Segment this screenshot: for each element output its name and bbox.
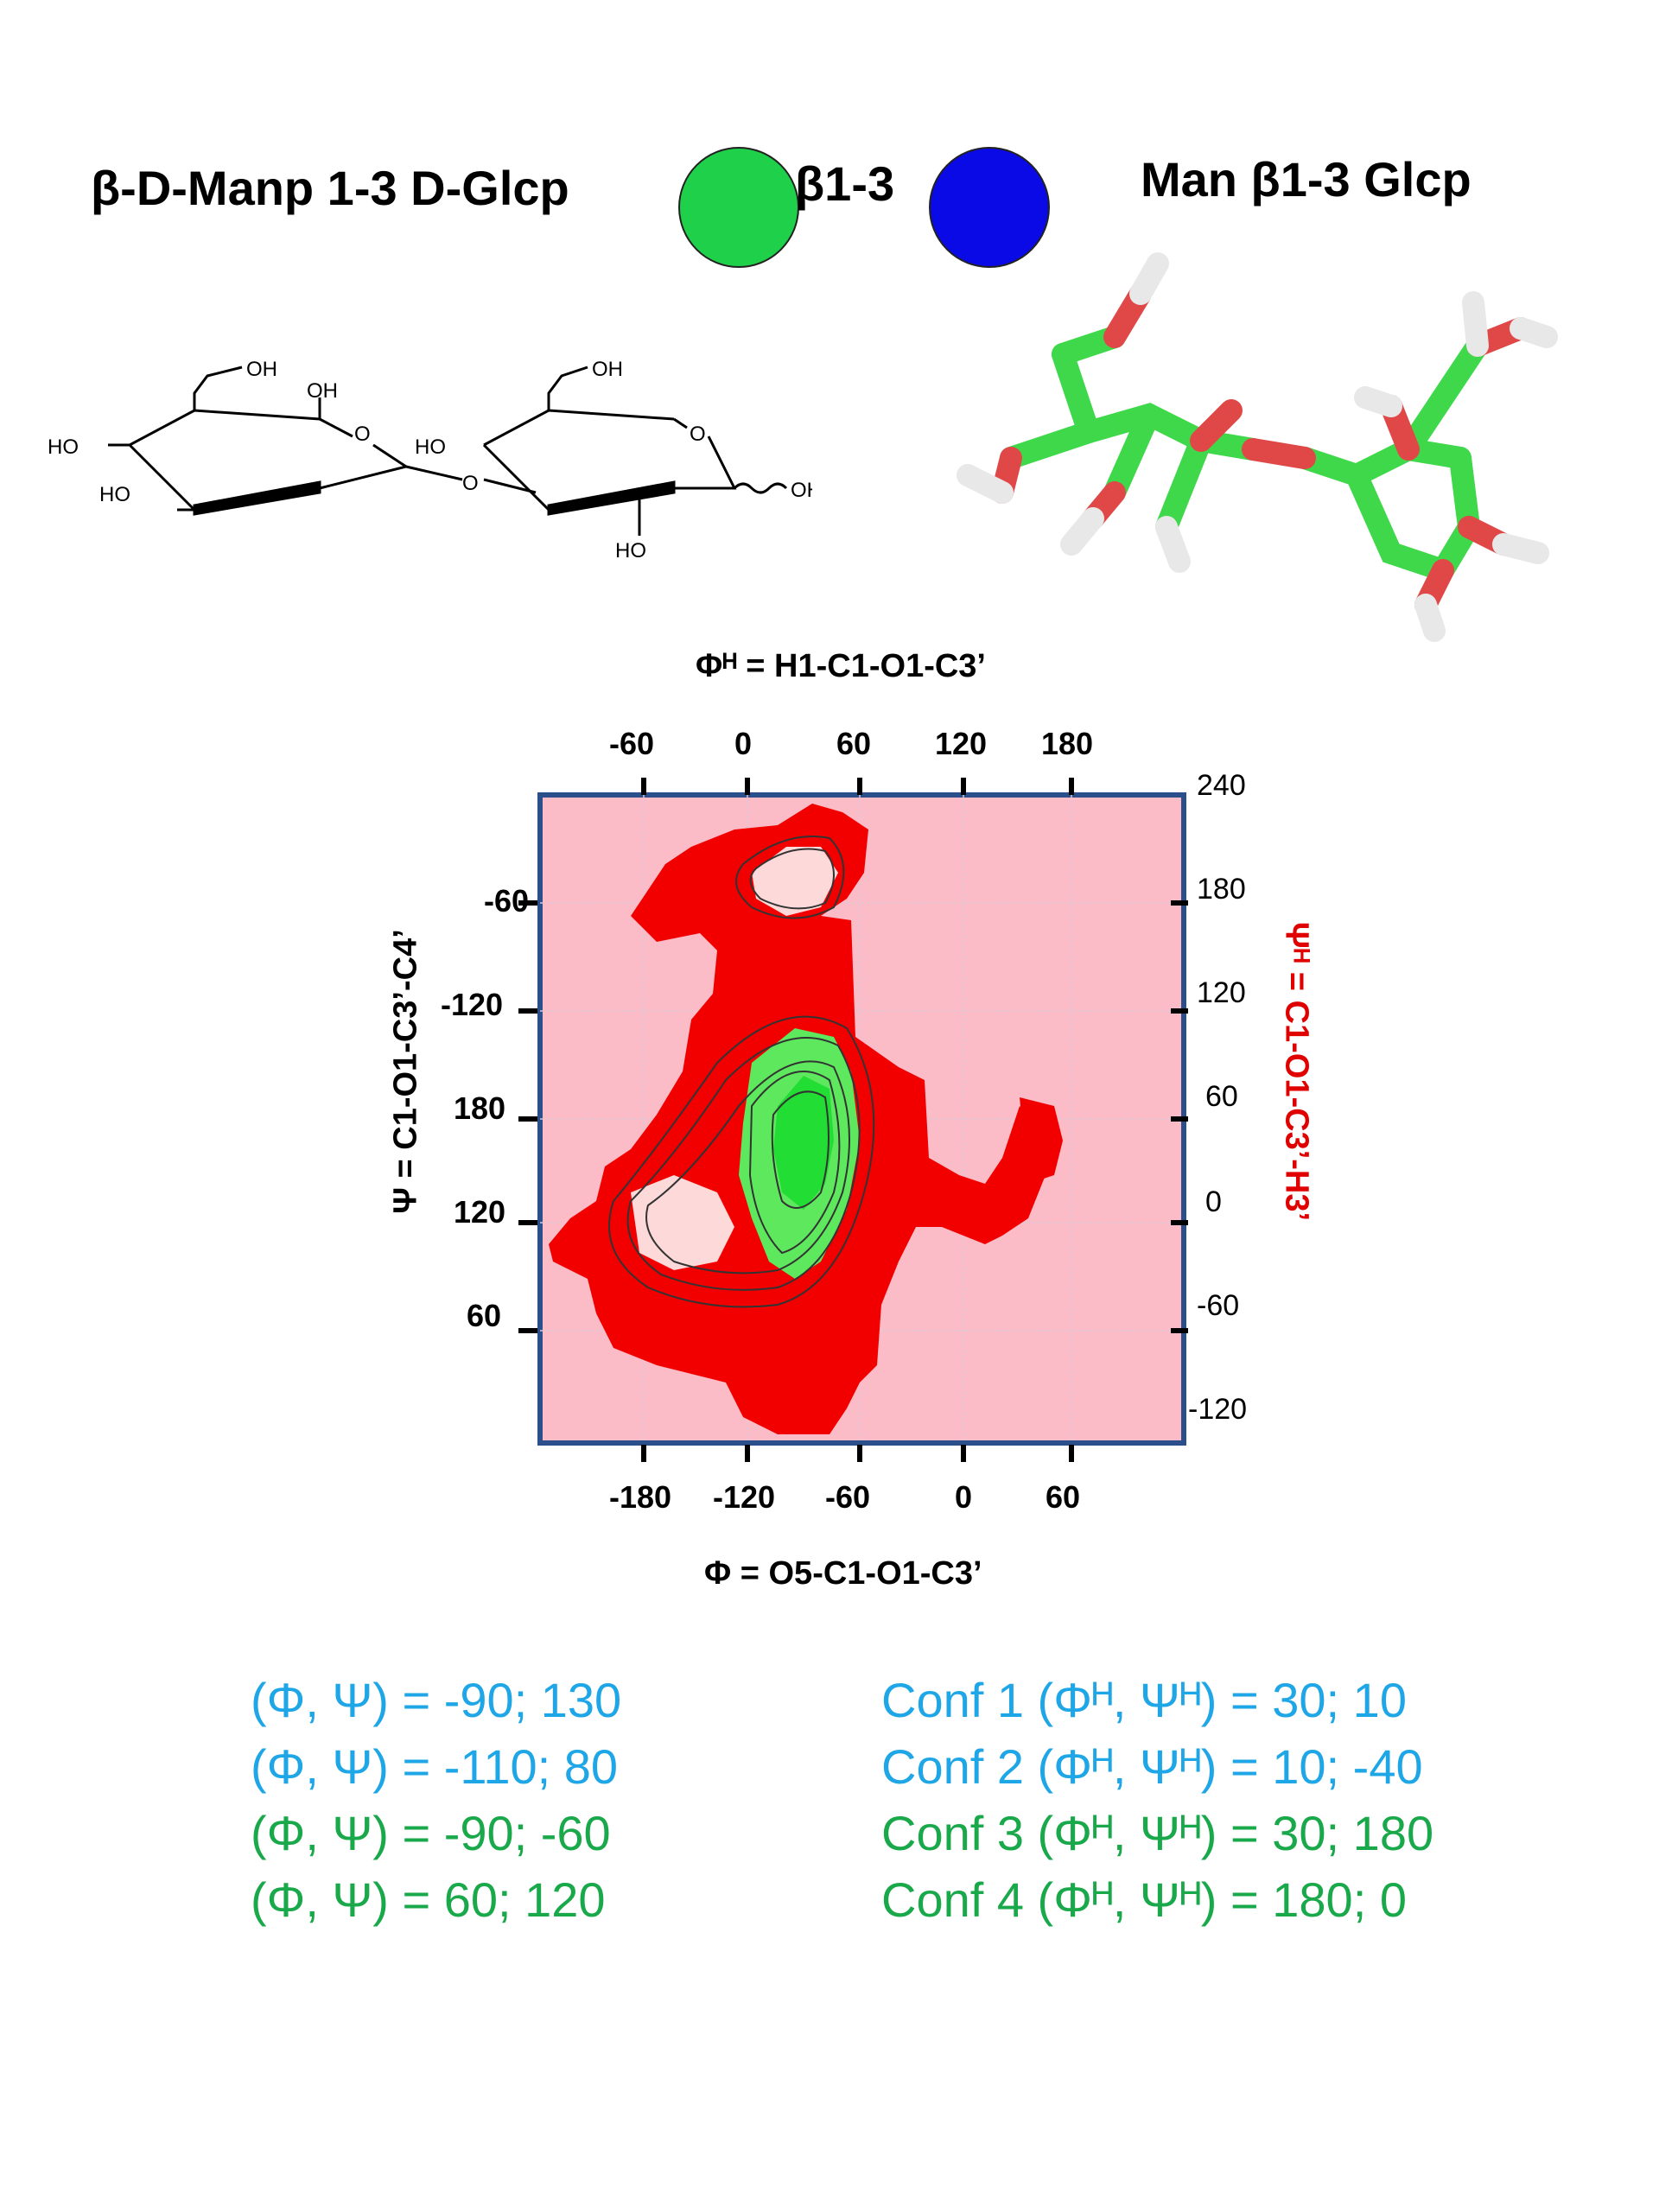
top-tick: 120 <box>935 726 988 761</box>
oh-label: OH <box>791 479 812 502</box>
right-tick: 0 <box>1205 1185 1222 1218</box>
top-tick: 60 <box>836 726 872 761</box>
results-left: (Φ, Ψ) = -90; 130 (Φ, Ψ) = -110; 80 (Φ, … <box>251 1672 621 1928</box>
glycosidic-oxygen-label: O <box>462 472 479 495</box>
top-tick: -60 <box>609 726 655 761</box>
ho-label: HO <box>415 435 446 459</box>
stick-model-icon <box>957 252 1558 642</box>
result-line: (Φ, Ψ) = -90; 130 <box>251 1673 622 1727</box>
left-tick: 180 <box>454 1090 506 1126</box>
bottom-tick: -60 <box>825 1479 871 1515</box>
bottom-tick: 0 <box>955 1479 973 1515</box>
conformer-line: Conf 2 (Φᴴ, Ψᴴ) = 10; -40 <box>881 1739 1423 1794</box>
bottom-tick: 60 <box>1046 1479 1081 1515</box>
right-tick: 240 <box>1197 769 1246 802</box>
oh-label: OH <box>592 358 623 381</box>
oh-label: OH <box>246 358 277 381</box>
bottom-axis-title: Φ = O5-C1-O1-C3’ <box>704 1555 982 1592</box>
right-tick: 120 <box>1197 976 1246 1009</box>
left-tick: 60 <box>467 1298 502 1333</box>
ho-label: HO <box>99 483 130 506</box>
ho-label: HO <box>48 435 79 459</box>
left-tick: 120 <box>454 1194 506 1230</box>
left-axis-title: Ψ = C1-O1-C3’-C4’ <box>387 929 424 1214</box>
right-axis-title: Ψᴴ = C1-O1-C3’-H3’ <box>1278 921 1315 1222</box>
energy-map <box>537 792 1186 1446</box>
left-title: β-D-Manp 1-3 D-Glcp <box>91 161 569 215</box>
ring-oxygen-label: O <box>690 423 706 446</box>
conformer-line: Conf 3 (Φᴴ, Ψᴴ) = 30; 180 <box>881 1806 1434 1860</box>
top-tick: 180 <box>1041 726 1094 761</box>
mannose-circle-icon <box>678 147 799 268</box>
top-tick: 0 <box>734 726 753 761</box>
right-tick: 60 <box>1205 1080 1238 1113</box>
ring-oxygen-label: O <box>354 423 371 446</box>
energy-contours <box>608 836 875 1308</box>
bottom-tick: -120 <box>713 1479 776 1515</box>
result-line: (Φ, Ψ) = 60; 120 <box>251 1872 606 1927</box>
right-tick: -120 <box>1188 1393 1248 1426</box>
left-tick: -120 <box>441 987 504 1022</box>
haworth-structure-diagram: OH OH O HO HO HO O OH O OH HO <box>48 358 812 563</box>
result-line: (Φ, Ψ) = -90; -60 <box>251 1806 611 1860</box>
bottom-tick: -180 <box>609 1479 672 1515</box>
right-tick: 180 <box>1197 873 1246 906</box>
glucose-circle-icon <box>929 147 1050 268</box>
ho-label: HO <box>615 539 646 563</box>
right-title: Man β1-3 Glcp <box>1141 152 1471 207</box>
top-axis-title: Φᴴ = H1-C1-O1-C3’ <box>696 648 986 684</box>
right-tick: -60 <box>1197 1289 1240 1322</box>
linkage-label: β1-3 <box>795 156 895 211</box>
oh-label: OH <box>307 379 338 403</box>
conformer-line: Conf 1 (Φᴴ, Ψᴴ) = 30; 10 <box>881 1673 1407 1727</box>
result-line: (Φ, Ψ) = -110; 80 <box>251 1739 619 1794</box>
results-right: Conf 1 (Φᴴ, Ψᴴ) = 30; 10 Conf 2 (Φᴴ, Ψᴴ)… <box>881 1672 1433 1928</box>
conformer-line: Conf 4 (Φᴴ, Ψᴴ) = 180; 0 <box>881 1872 1407 1927</box>
tick-marks <box>518 778 1188 1462</box>
